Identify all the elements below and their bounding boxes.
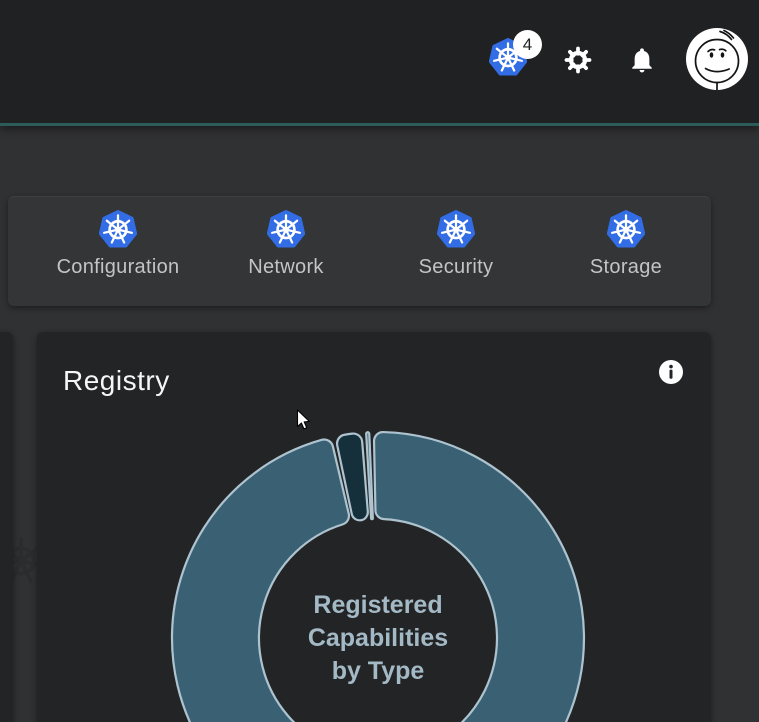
gear-icon	[564, 46, 592, 74]
kubernetes-icon	[99, 210, 137, 248]
registry-card: Registry Registered Capabilities by Type	[37, 332, 711, 722]
category-tile-network[interactable]: Network	[206, 197, 366, 306]
notification-count-badge: 4	[513, 30, 542, 59]
card-title: Registry	[63, 365, 170, 396]
app-header: 4	[0, 0, 759, 126]
bell-icon	[632, 48, 652, 73]
partial-card-left	[0, 332, 13, 722]
categories-card: Configuration Network Security Storage	[8, 196, 711, 306]
mouse-cursor	[296, 409, 310, 430]
info-button[interactable]	[658, 359, 684, 385]
kubernetes-icon	[267, 210, 305, 248]
settings-button[interactable]	[563, 45, 593, 75]
donut-center-line: Capabilities	[307, 624, 449, 652]
category-label: Configuration	[56, 256, 180, 278]
user-avatar[interactable]	[686, 28, 748, 90]
info-icon	[659, 360, 683, 384]
donut-segment-dark[interactable]	[335, 432, 369, 522]
donut-segment-sliver[interactable]	[365, 431, 374, 521]
cluster-notifications-button[interactable]: 4	[489, 30, 542, 76]
donut-segment-primary[interactable]	[170, 430, 586, 722]
category-tile-security[interactable]: Security	[376, 197, 536, 306]
kubernetes-icon	[607, 210, 645, 248]
category-tile-configuration[interactable]: Configuration	[38, 197, 198, 306]
donut-center-line: Registered	[313, 591, 443, 619]
notifications-button[interactable]	[628, 45, 656, 75]
category-tile-storage[interactable]: Storage	[546, 197, 706, 306]
kubernetes-icon	[437, 210, 475, 248]
category-label: Network	[248, 256, 324, 278]
donut-center-line: by Type	[331, 657, 425, 685]
avatar-face-icon	[686, 28, 748, 90]
donut-chart	[170, 430, 586, 722]
donut-center-label: Registered Capabilities by Type	[268, 589, 488, 688]
category-label: Storage	[589, 256, 663, 278]
category-label: Security	[418, 256, 494, 278]
